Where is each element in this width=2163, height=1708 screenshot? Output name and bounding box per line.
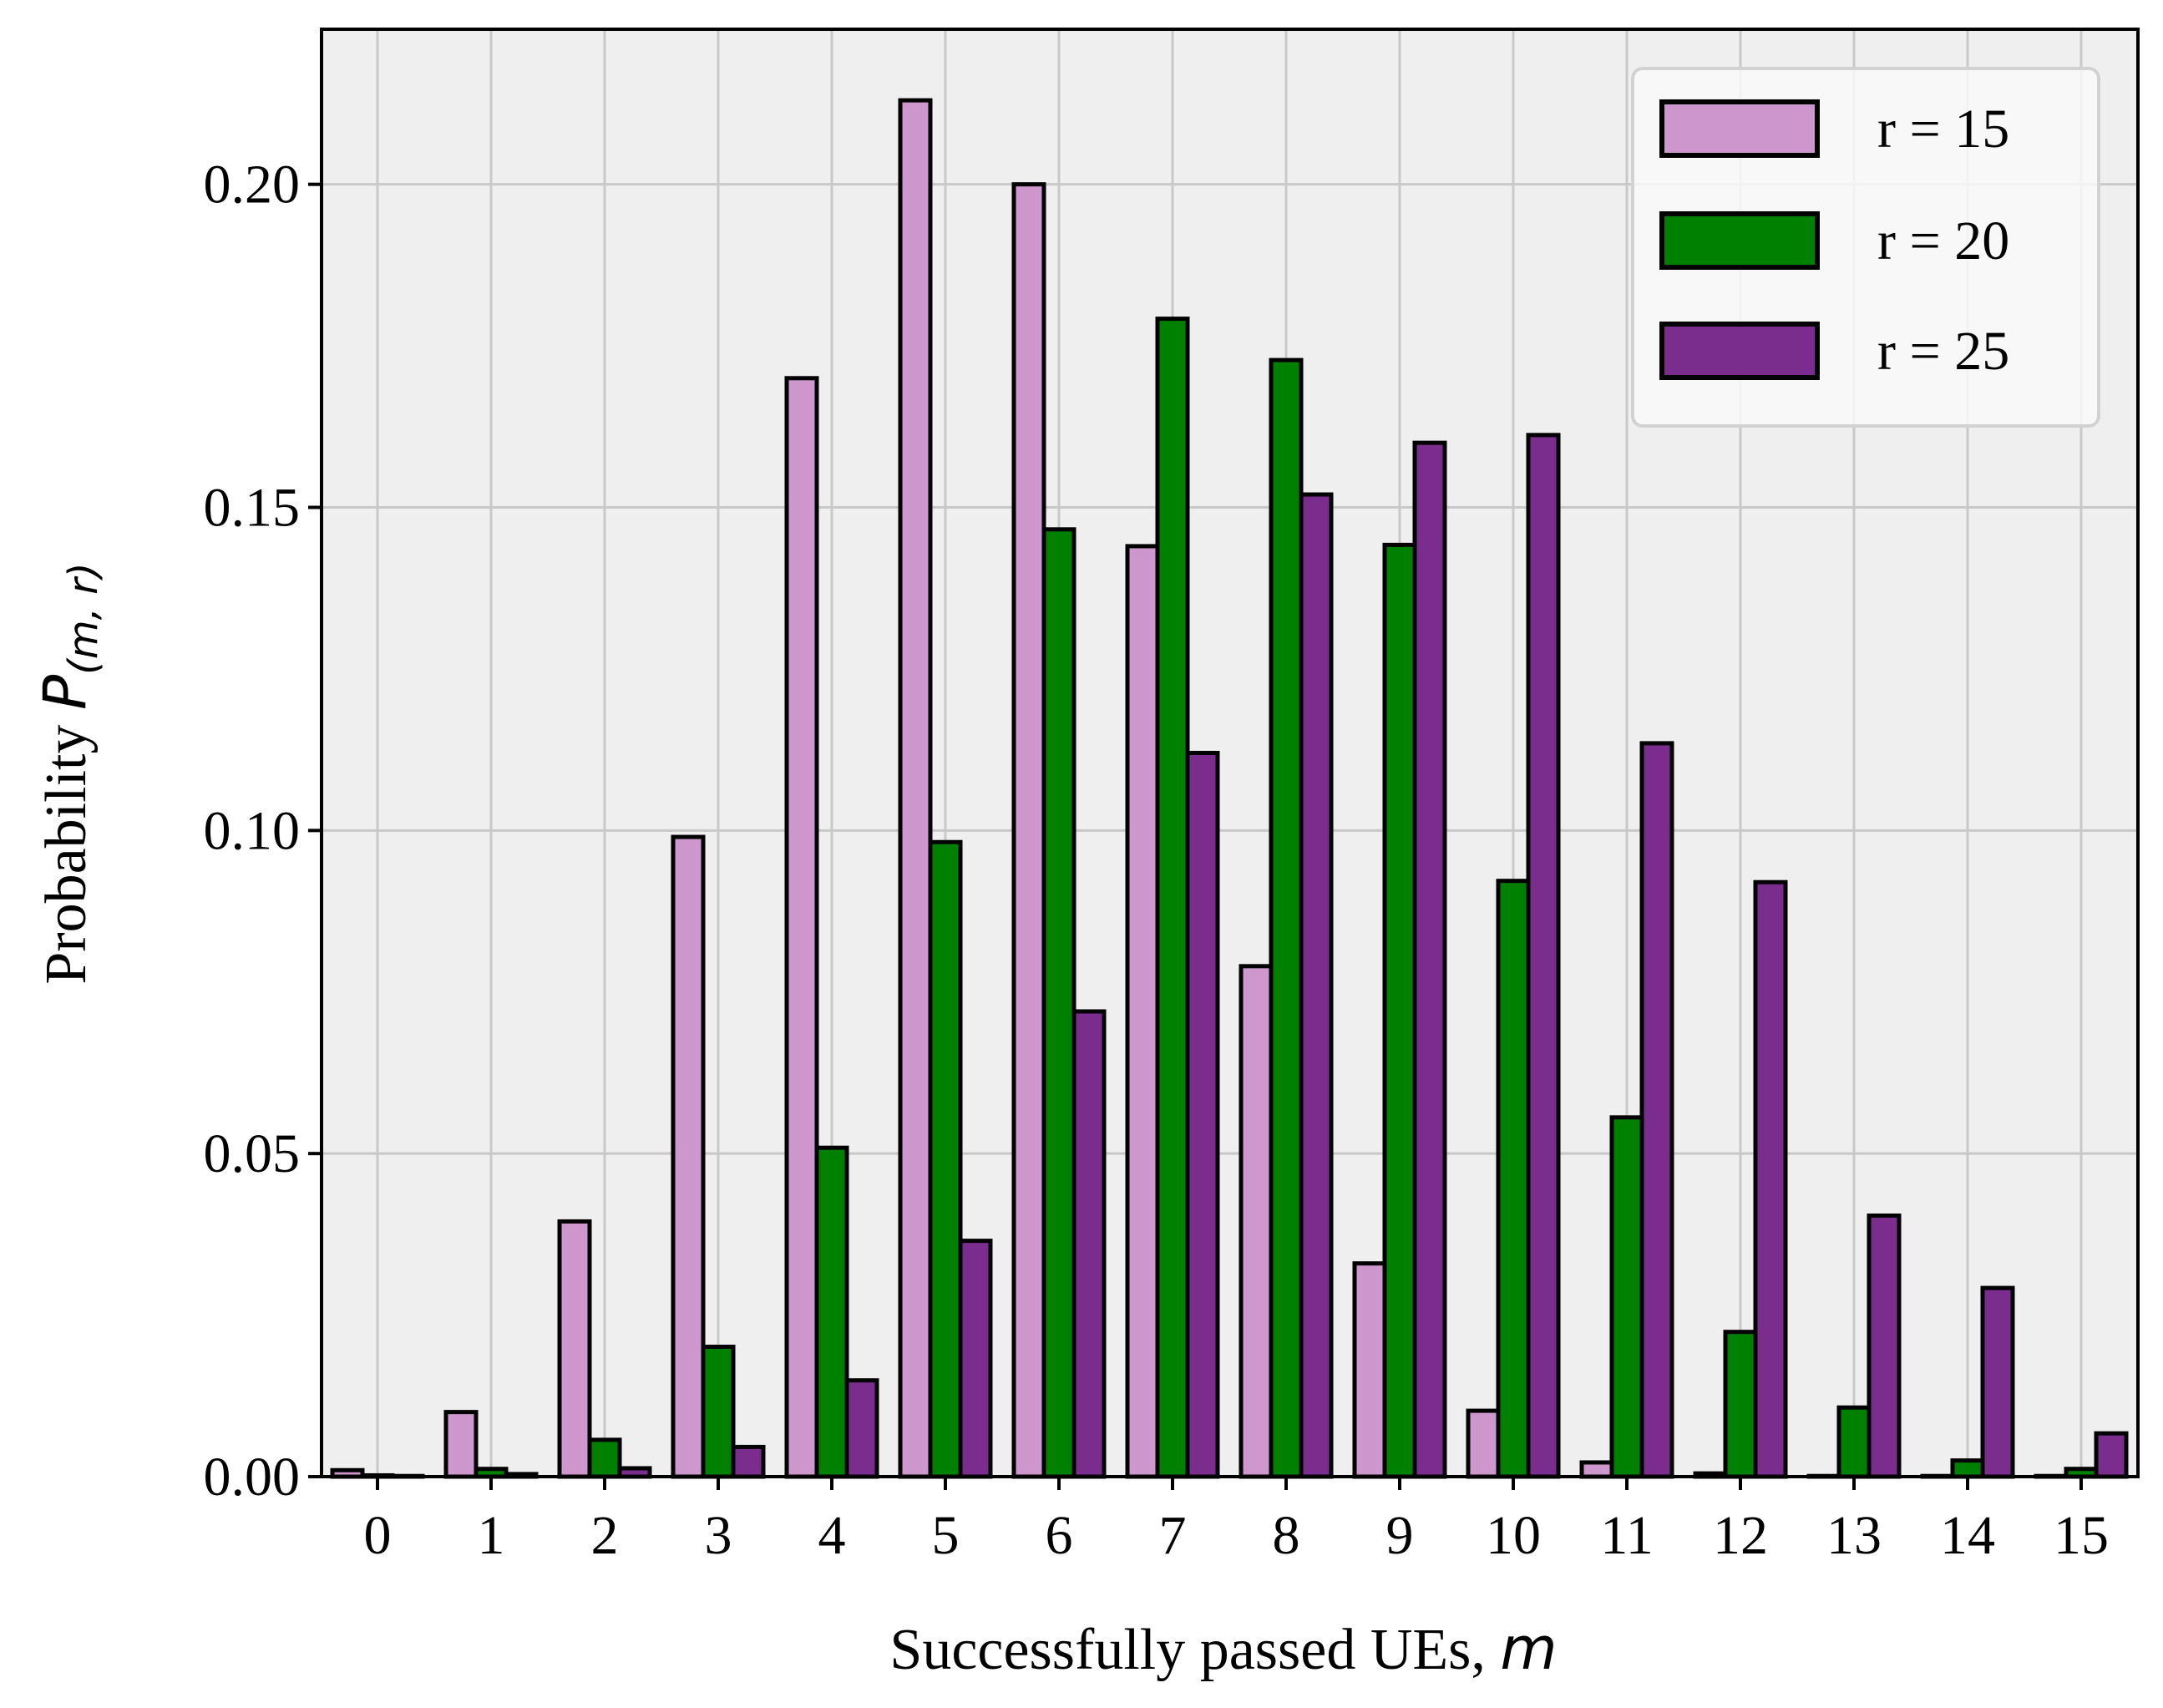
y-tick-label: 0.05	[204, 1123, 301, 1184]
x-tick-label: 5	[932, 1505, 960, 1566]
bar-r25-m5	[958, 1239, 993, 1479]
legend: r = 15 r = 20 r = 25	[1631, 67, 2100, 428]
bar-r25-m7	[1185, 751, 1220, 1479]
legend-label-r25: r = 25	[1877, 321, 2009, 382]
bar-r20-m7	[1155, 317, 1190, 1479]
x-tick-label: 4	[818, 1505, 846, 1566]
y-axis-label-text: Probability	[34, 710, 99, 985]
x-tick-label: 0	[364, 1505, 392, 1566]
bar-r15-m6	[1011, 182, 1046, 1479]
bar-r25-m13	[1867, 1213, 1902, 1479]
bar-r15-m2	[557, 1219, 592, 1479]
bar-r20-m6	[1041, 527, 1076, 1479]
x-axis-label-text: Successfully passed UEs,	[889, 1618, 1500, 1682]
bar-r20-m2	[587, 1437, 622, 1479]
y-tick-label: 0.20	[204, 155, 301, 215]
x-tick-label: 10	[1486, 1505, 1541, 1566]
bar-r20-m13	[1836, 1405, 1872, 1479]
x-tick-label: 2	[591, 1505, 619, 1566]
x-tick-label: 11	[1600, 1505, 1654, 1566]
bar-r20-m14	[1950, 1458, 1985, 1479]
bar-r25-m14	[1980, 1285, 2015, 1479]
bar-r20-m8	[1269, 357, 1304, 1479]
bar-r20-m4	[814, 1145, 849, 1479]
y-tick-label: 0.10	[204, 800, 301, 861]
legend-label-r15: r = 15	[1877, 99, 2009, 160]
x-tick-label: 15	[2054, 1505, 2109, 1566]
y-axis-label: Probability P(m, r)	[31, 562, 107, 984]
x-tick-label: 13	[1826, 1505, 1882, 1566]
y-axis-label-variable: P	[31, 674, 99, 710]
plot-frame	[320, 28, 2140, 1478]
bar-r25-m11	[1639, 741, 1674, 1479]
x-tick-label: 7	[1159, 1505, 1187, 1566]
x-axis-label: Successfully passed UEs, m	[889, 1614, 1557, 1683]
bar-r15-m11	[1579, 1460, 1614, 1479]
legend-swatch-r15	[1659, 99, 1820, 158]
x-axis-label-variable: m	[1500, 1614, 1557, 1683]
bar-r15-m9	[1352, 1261, 1387, 1479]
bar-r20-m3	[701, 1344, 736, 1479]
legend-swatch-r20	[1659, 211, 1820, 270]
bar-r15-m7	[1125, 544, 1160, 1479]
bar-r25-m3	[731, 1444, 766, 1479]
y-tick-label: 0.15	[204, 478, 301, 539]
legend-label-r20: r = 20	[1877, 210, 2009, 271]
y-axis-label-subscript: (m, r)	[60, 562, 107, 674]
bar-r25-m4	[844, 1378, 879, 1479]
x-tick-label: 12	[1713, 1505, 1768, 1566]
bar-r25-m10	[1526, 433, 1561, 1479]
bar-r25-m12	[1753, 879, 1788, 1479]
bar-r20-m11	[1609, 1115, 1644, 1479]
bar-r15-m1	[443, 1410, 479, 1479]
bar-r20-m10	[1496, 879, 1531, 1479]
bar-r15-m3	[671, 834, 706, 1479]
bar-r25-m8	[1299, 492, 1334, 1479]
bars	[330, 98, 2129, 1479]
bar-r25-m15	[2094, 1431, 2129, 1479]
y-tick-label: 0.00	[204, 1447, 301, 1508]
x-tick-label: 3	[705, 1505, 732, 1566]
bar-r15-m8	[1239, 964, 1274, 1479]
bar-r20-m5	[928, 839, 963, 1479]
bar-r15-m10	[1466, 1408, 1501, 1479]
x-tick-label: 6	[1046, 1505, 1073, 1566]
bar-r15-m4	[784, 376, 819, 1479]
bar-r15-m5	[898, 98, 933, 1479]
bar-r20-m12	[1723, 1330, 1758, 1479]
x-tick-label: 1	[478, 1505, 505, 1566]
bar-r25-m6	[1071, 1009, 1107, 1479]
x-tick-label: 9	[1386, 1505, 1414, 1566]
bar-r20-m9	[1382, 542, 1417, 1479]
x-tick-label: 8	[1273, 1505, 1300, 1566]
x-tick-label: 14	[1940, 1505, 1995, 1566]
ticks: 0.000.050.100.150.200 1 2 3 4 5 6 7 8 9 10 11 12 13 14…	[204, 155, 2110, 1566]
bar-r25-m9	[1412, 440, 1447, 1479]
legend-swatch-r25	[1659, 322, 1820, 380]
